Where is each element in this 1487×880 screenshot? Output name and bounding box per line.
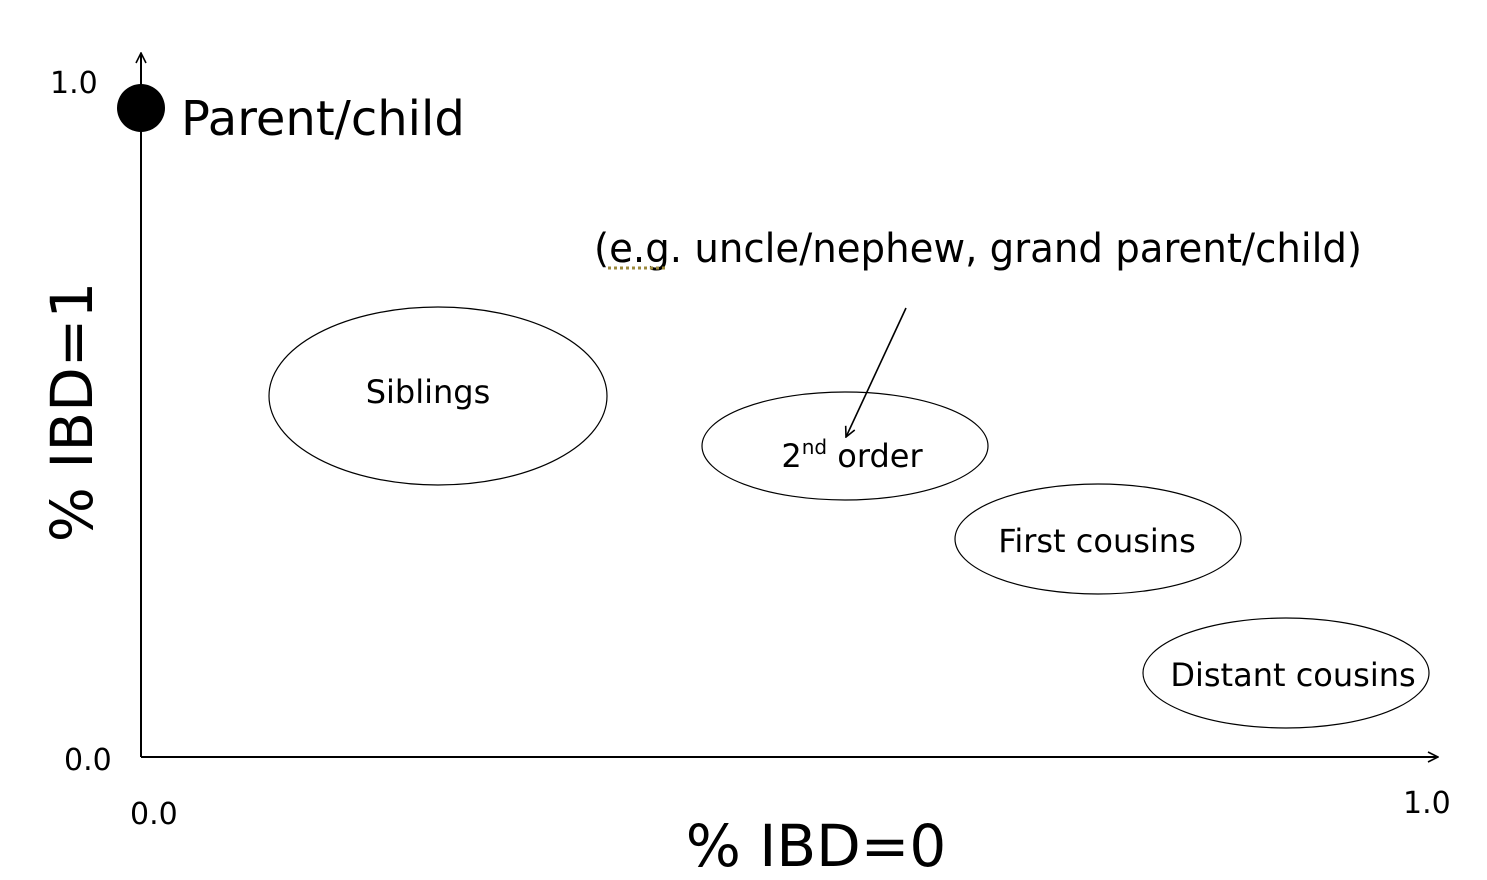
second-order-note: (e.g. uncle/nephew, grand parent/child) xyxy=(594,226,1362,272)
note-arrow xyxy=(846,307,907,437)
x-axis-title: % IBD=0 xyxy=(686,812,947,880)
distant-cousins-ellipse xyxy=(1142,617,1430,729)
distant-cousins-label: Distant cousins xyxy=(1170,656,1415,694)
siblings-label: Siblings xyxy=(366,373,491,411)
parent-child-label: Parent/child xyxy=(181,91,465,147)
x-tick-right: 1.0 xyxy=(1403,786,1451,821)
second-order-superscript: nd xyxy=(802,435,827,459)
second-order-ellipse xyxy=(701,391,989,501)
second-order-word: order xyxy=(827,437,923,475)
x-tick-left: 0.0 xyxy=(130,797,178,832)
y-tick-bottom: 0.0 xyxy=(64,743,112,778)
first-cousins-label: First cousins xyxy=(998,522,1195,560)
siblings-ellipse xyxy=(268,306,608,486)
second-order-number: 2 xyxy=(781,437,801,475)
y-tick-top: 1.0 xyxy=(50,66,98,101)
parent-child-point xyxy=(117,84,165,132)
y-axis-title: % IBD=1 xyxy=(38,282,106,543)
first-cousins-ellipse xyxy=(954,483,1242,595)
second-order-label: 2nd order xyxy=(781,435,923,475)
